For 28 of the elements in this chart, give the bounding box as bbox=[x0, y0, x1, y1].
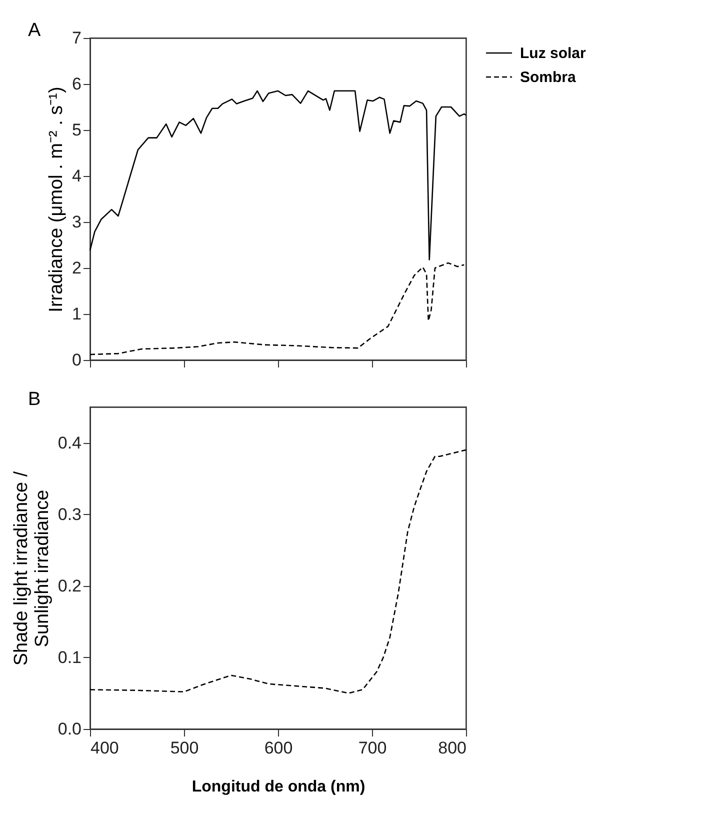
legend-label: Sombra bbox=[520, 69, 577, 86]
y-tick-label: 1 bbox=[72, 304, 82, 324]
line-series bbox=[89, 449, 467, 694]
y-tick-label: 2 bbox=[72, 258, 82, 278]
y-tick-label: 0.2 bbox=[58, 576, 82, 596]
y-axis-title: Shade light irradiance / Sunlight irradiance bbox=[10, 470, 53, 666]
y-tick-label: 0.3 bbox=[58, 504, 82, 524]
y-tick-label: 0.4 bbox=[58, 433, 82, 452]
x-tick-label: 600 bbox=[264, 738, 293, 758]
text: B bbox=[28, 389, 41, 410]
y-tick-label: 7 bbox=[72, 28, 82, 48]
legend-label: Luz solar bbox=[520, 45, 586, 62]
y-tick-label: 3 bbox=[72, 212, 82, 232]
x-axis-title: Longitud de onda (nm) bbox=[192, 778, 366, 796]
line-series bbox=[89, 90, 467, 260]
text: A bbox=[28, 20, 41, 41]
y-tick-label: 0.1 bbox=[58, 648, 82, 667]
y-tick-label: 4 bbox=[72, 166, 82, 186]
x-tick-label: 700 bbox=[358, 738, 387, 758]
y-tick-label: 0 bbox=[72, 350, 82, 370]
x-tick-label: 400 bbox=[90, 738, 119, 758]
x-tick-label: 500 bbox=[170, 738, 199, 758]
y-tick-label: 6 bbox=[72, 74, 82, 94]
line-series bbox=[89, 262, 465, 356]
y-tick-label: 0.0 bbox=[58, 720, 82, 738]
y-axis-title: Irradiance (μmol . m⁻² . s⁻¹) bbox=[46, 86, 68, 312]
y-tick-label: 5 bbox=[72, 120, 82, 140]
x-tick-label: 800 bbox=[438, 738, 466, 758]
